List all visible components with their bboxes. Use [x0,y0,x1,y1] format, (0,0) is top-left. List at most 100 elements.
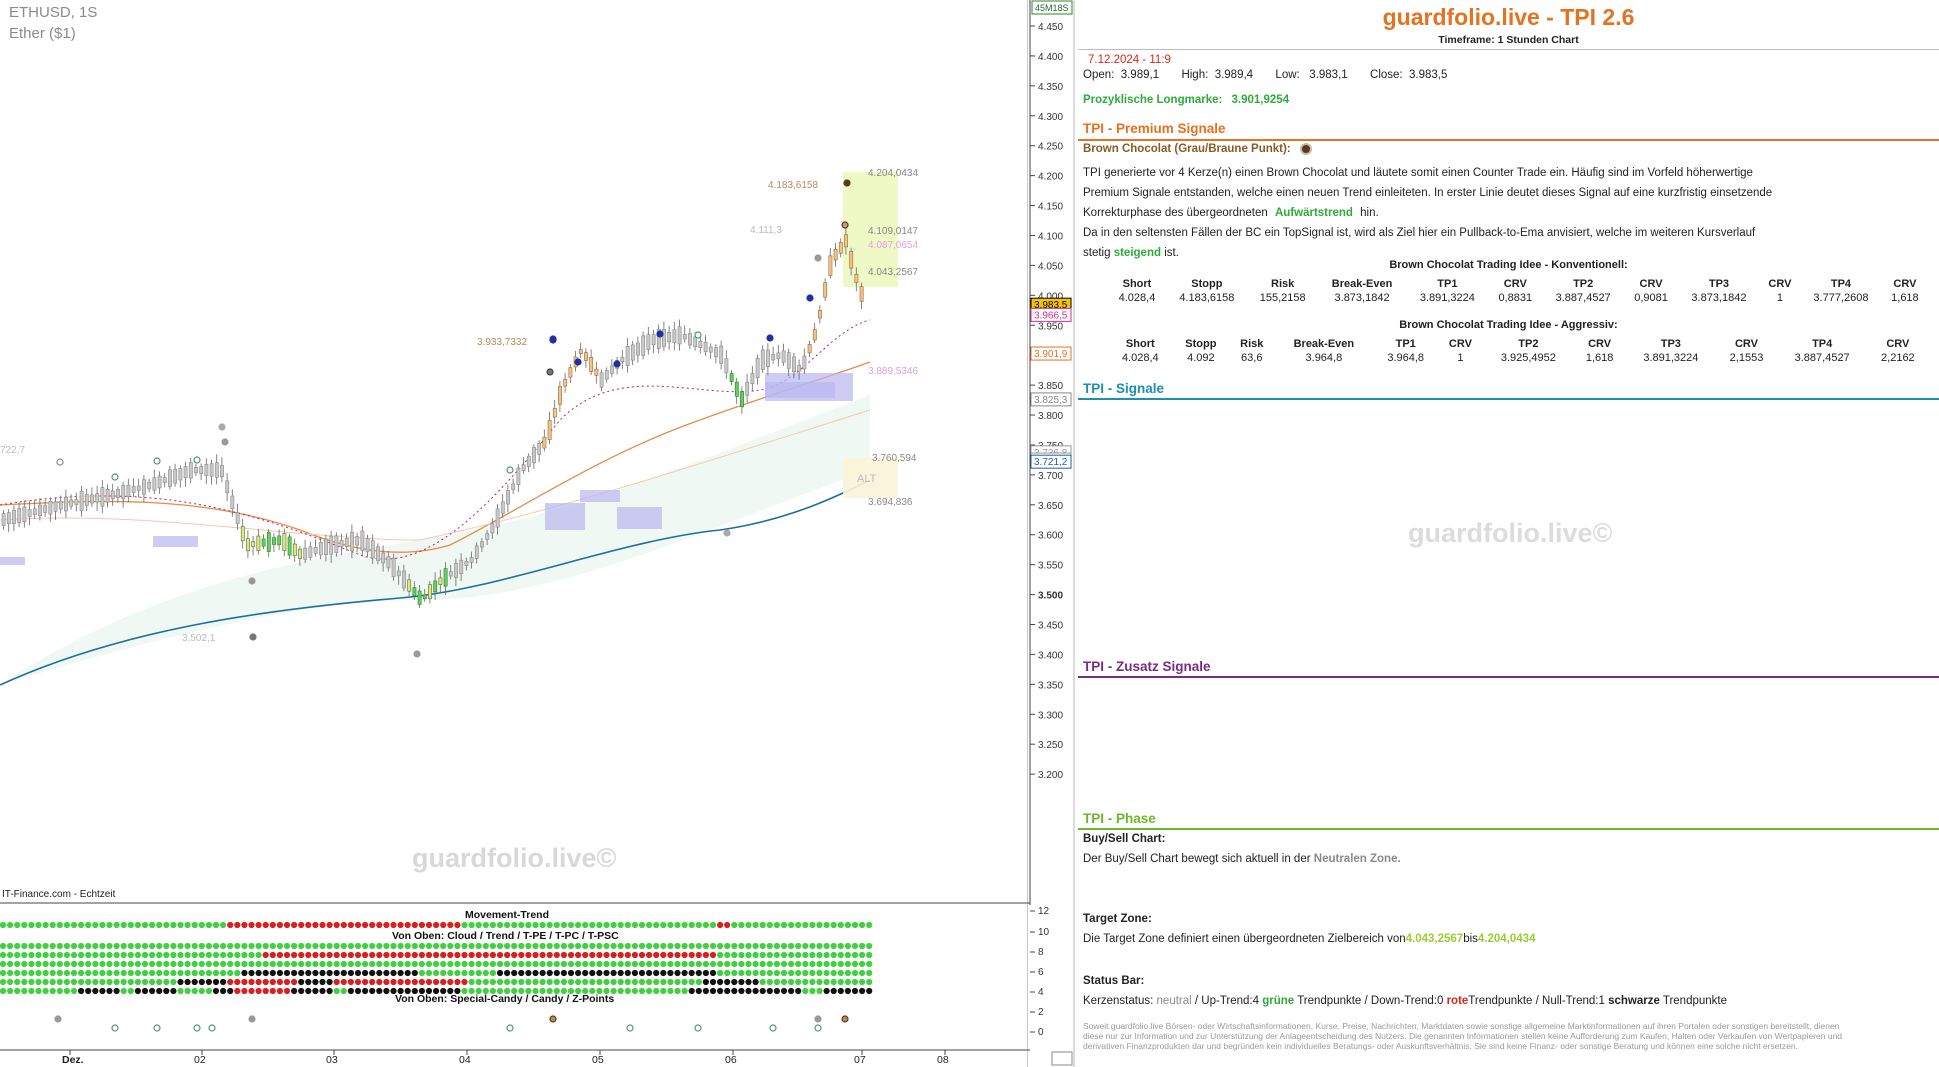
candle[interactable] [225,480,230,494]
settings-icon[interactable] [1051,1051,1073,1066]
candle[interactable] [667,332,672,343]
candle[interactable] [188,462,193,479]
candle[interactable] [386,556,391,569]
candle[interactable] [672,329,677,343]
candle[interactable] [485,533,490,540]
candle[interactable] [630,344,635,361]
candle[interactable] [318,542,323,556]
candle[interactable] [313,547,318,554]
pane-divider[interactable] [1073,0,1075,1067]
candle[interactable] [651,334,656,346]
candle[interactable] [760,349,765,370]
candle[interactable] [38,504,42,517]
candle[interactable] [610,365,614,374]
candle[interactable] [194,467,198,473]
candle[interactable] [578,349,583,354]
candle[interactable] [620,356,625,363]
candle[interactable] [428,584,432,599]
candle[interactable] [391,557,396,577]
candle[interactable] [199,466,204,474]
candle[interactable] [454,563,458,578]
candle[interactable] [693,336,698,347]
candle[interactable] [240,526,245,542]
candle[interactable] [277,535,282,546]
candle[interactable] [376,546,380,561]
candle[interactable] [599,372,604,388]
candle[interactable] [303,547,308,560]
candle[interactable] [677,326,682,345]
candle[interactable] [854,273,859,283]
candle[interactable] [859,286,864,302]
candle[interactable] [838,241,843,254]
candle[interactable] [230,495,235,510]
chart-pane[interactable]: 45M18S 4.450 4.400 4.350 4.300 4.250 4.200 4.15… [0,0,1073,1067]
candle[interactable] [261,538,266,547]
candle[interactable] [584,352,588,361]
candle[interactable] [43,505,48,513]
candle[interactable] [53,501,58,512]
candle[interactable] [142,479,146,495]
candle[interactable] [526,455,531,467]
candle[interactable] [246,538,250,552]
candle[interactable] [812,329,817,341]
candle[interactable] [178,468,183,481]
candle[interactable] [256,535,261,551]
candle[interactable] [355,536,360,546]
candle[interactable] [58,500,63,510]
candle[interactable] [308,546,313,558]
candle[interactable] [506,489,510,505]
candle[interactable] [771,354,776,361]
candle[interactable] [662,329,666,347]
candle[interactable] [1,513,6,526]
candle[interactable] [162,477,167,483]
candle[interactable] [69,499,74,507]
candle[interactable] [381,552,386,564]
candle[interactable] [126,484,131,497]
candle[interactable] [792,356,796,372]
candle[interactable] [116,488,120,498]
candle[interactable] [625,346,630,366]
candle[interactable] [121,485,126,500]
candle[interactable] [48,501,53,515]
candle[interactable] [105,489,110,503]
candle[interactable] [183,466,188,479]
candle[interactable] [604,370,609,380]
candle[interactable] [329,535,334,555]
candle[interactable] [844,234,848,248]
candle[interactable] [849,251,854,269]
candle[interactable] [365,538,370,552]
candle[interactable] [750,372,755,384]
candle[interactable] [537,443,542,455]
candle[interactable] [84,494,89,506]
candle[interactable] [776,352,781,360]
candle[interactable] [324,538,328,556]
candle[interactable] [724,358,729,374]
candle[interactable] [152,477,157,491]
candle[interactable] [521,464,526,471]
candle[interactable] [6,512,11,525]
candle[interactable] [474,545,479,559]
candle[interactable] [438,577,443,585]
candle[interactable] [292,543,297,557]
candle[interactable] [729,373,734,382]
candle[interactable] [495,508,500,528]
candle[interactable] [682,333,687,340]
candle[interactable] [641,335,646,356]
candle[interactable] [235,512,240,524]
candle[interactable] [714,347,718,358]
candle[interactable] [469,557,474,563]
candle[interactable] [64,496,68,512]
candle[interactable] [74,499,79,505]
candle[interactable] [168,469,172,487]
candle[interactable] [32,508,37,515]
candle[interactable] [563,379,568,387]
candle[interactable] [766,349,770,367]
candle[interactable] [490,523,495,534]
candle[interactable] [734,381,739,397]
candle[interactable] [745,381,750,396]
candle[interactable] [173,468,178,484]
candle[interactable] [833,249,838,261]
candle[interactable] [594,368,599,376]
candle[interactable] [828,255,833,276]
candle[interactable] [282,533,287,552]
